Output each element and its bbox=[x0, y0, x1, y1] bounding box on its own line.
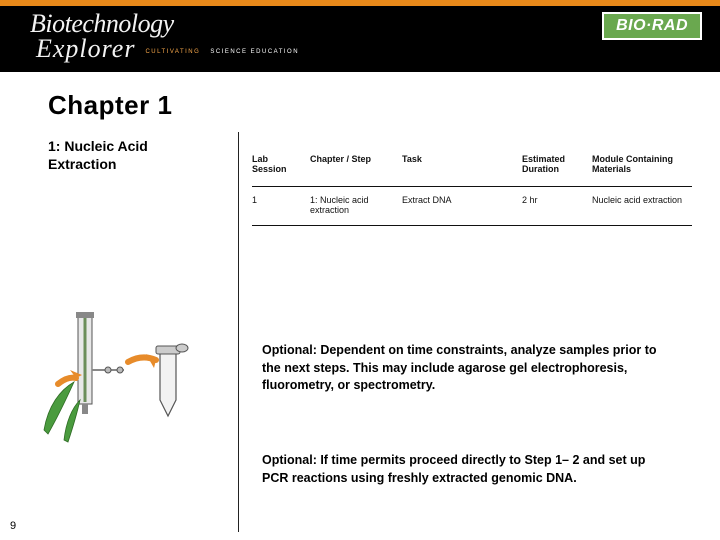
table-cell: Extract DNA bbox=[402, 187, 522, 226]
chapter-title: Chapter 1 bbox=[48, 90, 720, 121]
table-header-cell: Lab Session bbox=[252, 150, 310, 187]
table-header-cell: Chapter / Step bbox=[310, 150, 402, 187]
brand-tagline-left: CULTIVATING bbox=[145, 50, 200, 56]
vertical-divider bbox=[238, 132, 239, 532]
brand-tagline-right: SCIENCE EDUCATION bbox=[210, 50, 299, 56]
schedule-table: Lab SessionChapter / StepTaskEstimated D… bbox=[252, 150, 692, 226]
table-cell: 1: Nucleic acid extraction bbox=[310, 187, 402, 226]
table-header-cell: Module Containing Materials bbox=[592, 150, 692, 187]
table-cell: 1 bbox=[252, 187, 310, 226]
brand-line-1: Biotechnology bbox=[30, 12, 299, 37]
table-row: 11: Nucleic acid extractionExtract DNA2 … bbox=[252, 187, 692, 226]
body-area: Chapter 1 1: Nucleic Acid Extraction Lab… bbox=[0, 72, 720, 540]
optional-note-1: Optional: Dependent on time constraints,… bbox=[262, 342, 662, 395]
table-header-cell: Estimated Duration bbox=[522, 150, 592, 187]
brand-badge: BIO·RAD bbox=[602, 12, 702, 40]
section-title: 1: Nucleic Acid Extraction bbox=[48, 137, 208, 173]
table-header-cell: Task bbox=[402, 150, 522, 187]
table-cell: 2 hr bbox=[522, 187, 592, 226]
page-number: 9 bbox=[10, 520, 16, 532]
optional-note-2: Optional: If time permits proceed direct… bbox=[262, 452, 662, 487]
table-cell: Nucleic acid extraction bbox=[592, 187, 692, 226]
brand-line-2: Explorer bbox=[36, 34, 135, 63]
extraction-diagram bbox=[42, 312, 202, 452]
header-bar: Biotechnology Explorer CULTIVATING SCIEN… bbox=[0, 0, 720, 72]
brand-logo: Biotechnology Explorer CULTIVATING SCIEN… bbox=[30, 12, 299, 61]
